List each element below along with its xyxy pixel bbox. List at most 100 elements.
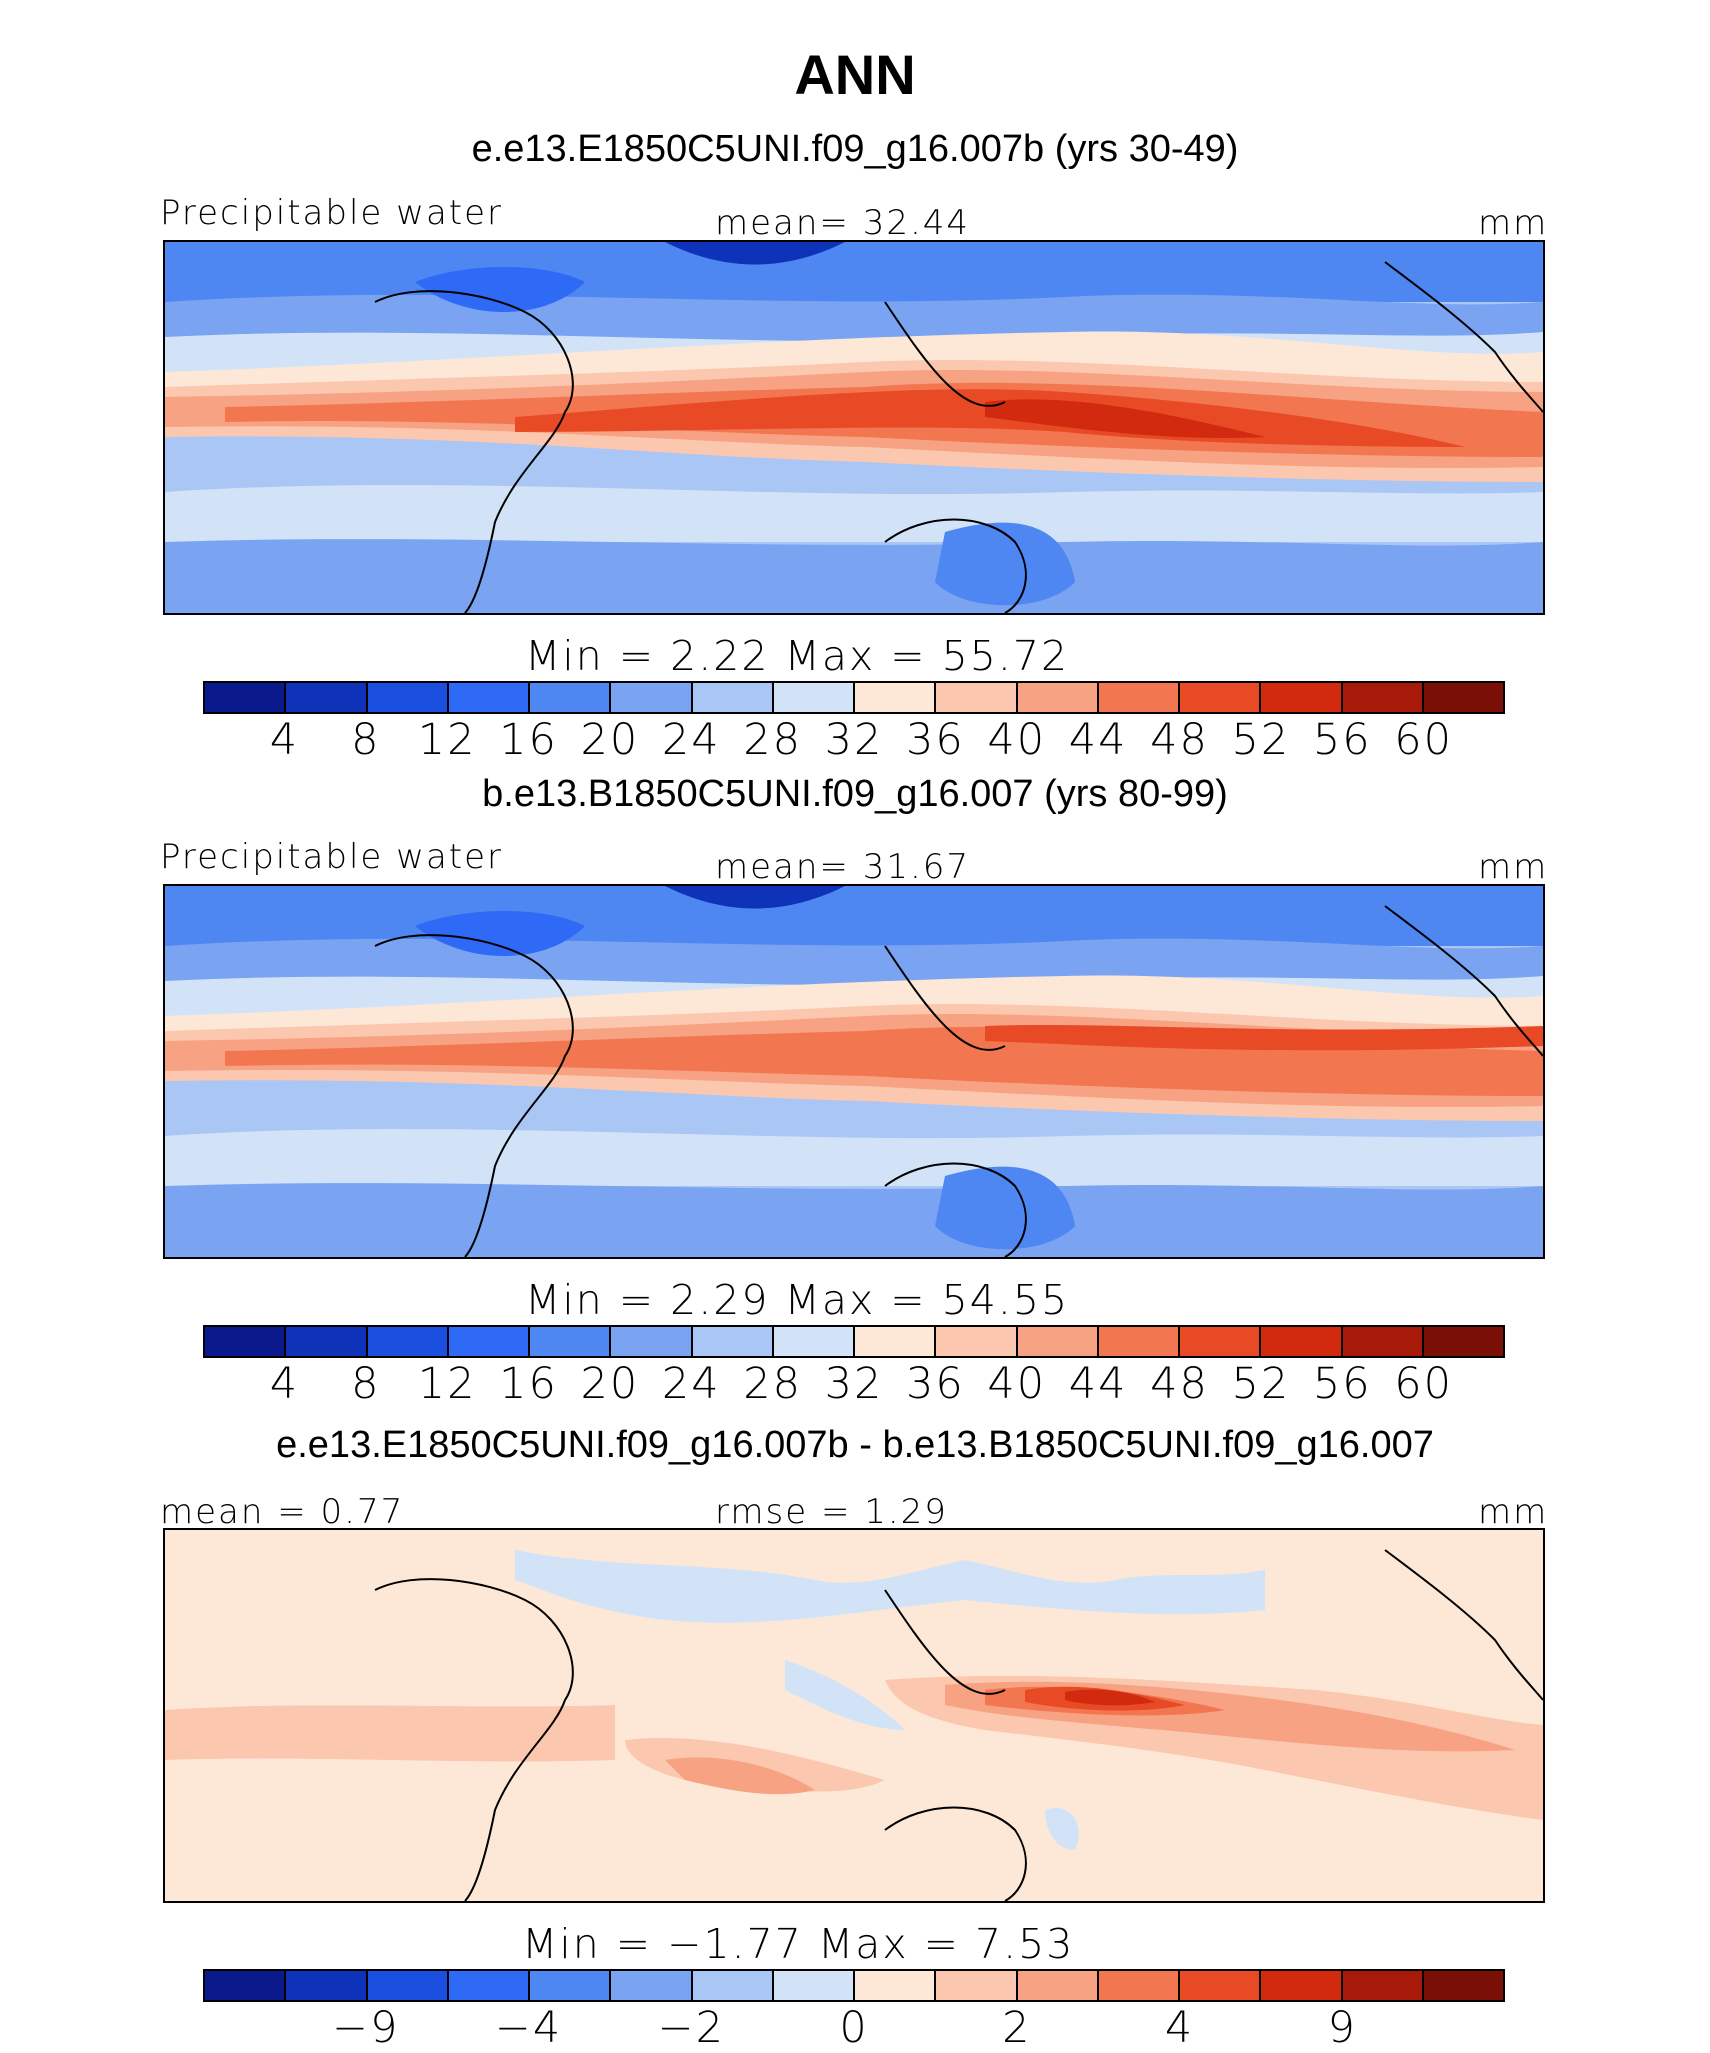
colorbar-swatch	[936, 683, 1018, 712]
colorbar-tick-label: 28	[743, 1359, 802, 1409]
colorbar-swatch	[1342, 1327, 1424, 1356]
panel3-subtitle: e.e13.E1850C5UNI.f09_g16.007b - b.e13.B1…	[276, 1424, 1434, 1466]
panel3-colorbar	[203, 1969, 1505, 2002]
panel1-units-label: mm	[1478, 203, 1549, 243]
colorbar-swatch	[1098, 1327, 1180, 1356]
colorbar-swatch	[692, 1327, 774, 1356]
colorbar-swatch	[1261, 683, 1343, 712]
colorbar-tick-label: 24	[661, 715, 721, 765]
colorbar-swatch	[1098, 683, 1180, 712]
colorbar-tick-label: 52	[1231, 715, 1291, 765]
panel2-variable-label: Precipitable water	[160, 837, 504, 877]
panel3-colorbar-ticks: −9 −4 −2 0 2 4 9	[203, 2003, 1505, 2053]
panel2-field	[165, 886, 1543, 1257]
panel2-colorbar	[203, 1325, 1505, 1358]
colorbar-tick-label: −9	[332, 2003, 400, 2053]
colorbar-swatch	[1342, 1971, 1424, 2000]
panel3-field	[165, 1530, 1543, 1901]
colorbar-swatch	[855, 683, 937, 712]
colorbar-tick-label: 16	[499, 715, 558, 765]
panel1-minmax: Min = 2.22 Max = 55.72	[525, 632, 1070, 680]
colorbar-swatch	[773, 1327, 855, 1356]
colorbar-swatch	[205, 1327, 287, 1356]
colorbar-swatch	[855, 1327, 937, 1356]
colorbar-tick-label: −2	[657, 2003, 725, 2053]
colorbar-swatch	[367, 1971, 449, 2000]
colorbar-tick-label: 2	[1002, 2003, 1032, 2053]
colorbar-swatch	[530, 683, 612, 712]
colorbar-swatch	[692, 1971, 774, 2000]
colorbar-swatch	[448, 683, 530, 712]
colorbar-tick-label: 28	[743, 715, 802, 765]
panel2-minmax: Min = 2.29 Max = 54.55	[525, 1276, 1070, 1324]
colorbar-swatch	[1017, 683, 1099, 712]
colorbar-tick-label: 60	[1394, 1359, 1453, 1409]
panel3-rmse-label: rmse = 1.29	[715, 1492, 948, 1532]
colorbar-tick-label: 8	[351, 1359, 381, 1409]
colorbar-tick-label: 60	[1394, 715, 1453, 765]
colorbar-tick-label: 4	[269, 1359, 300, 1409]
colorbar-swatch	[1180, 1327, 1262, 1356]
colorbar-swatch	[205, 683, 287, 712]
colorbar-swatch	[1017, 1971, 1099, 2000]
colorbar-tick-label: 16	[499, 1359, 558, 1409]
colorbar-swatch	[286, 1327, 368, 1356]
colorbar-swatch	[773, 1971, 855, 2000]
colorbar-tick-label: 12	[417, 1359, 477, 1409]
colorbar-swatch	[286, 1971, 368, 2000]
panel1-colorbar	[203, 681, 1505, 714]
colorbar-tick-label: −4	[494, 2003, 563, 2053]
panel2-subtitle: b.e13.B1850C5UNI.f09_g16.007 (yrs 80-99)	[482, 773, 1228, 815]
colorbar-tick-label: 4	[1164, 2003, 1195, 2053]
colorbar-swatch	[936, 1327, 1018, 1356]
colorbar-tick-label: 12	[417, 715, 477, 765]
colorbar-swatch	[855, 1971, 937, 2000]
panel3-minmax: Min = −1.77 Max = 7.53	[522, 1920, 1075, 1968]
colorbar-swatch	[530, 1327, 612, 1356]
panel3-map	[163, 1528, 1545, 1903]
colorbar-tick-label: 56	[1312, 1359, 1372, 1409]
colorbar-swatch	[692, 683, 774, 712]
colorbar-swatch	[1342, 683, 1424, 712]
panel2-mean-label: mean= 31.67	[715, 847, 971, 887]
colorbar-tick-label: 40	[987, 715, 1047, 765]
colorbar-swatch	[1423, 683, 1503, 712]
colorbar-tick-label: 20	[580, 1359, 640, 1409]
panel1-field	[165, 242, 1543, 613]
colorbar-swatch	[1423, 1971, 1503, 2000]
colorbar-tick-label: 8	[351, 715, 381, 765]
colorbar-tick-label: 36	[906, 715, 965, 765]
colorbar-swatch	[1261, 1971, 1343, 2000]
colorbar-tick-label: 56	[1312, 715, 1372, 765]
colorbar-swatch	[611, 683, 693, 712]
panel2-units-label: mm	[1478, 847, 1549, 887]
colorbar-tick-label: 44	[1068, 715, 1128, 765]
panel1-colorbar-ticks: 4 8 12 16 20 24 28 32 36 40 44 48 52 56 60	[203, 715, 1505, 765]
colorbar-swatch	[286, 683, 368, 712]
panel1-subtitle: e.e13.E1850C5UNI.f09_g16.007b (yrs 30-49…	[471, 128, 1239, 170]
colorbar-tick-label: 4	[269, 715, 300, 765]
colorbar-tick-label: 48	[1150, 1359, 1209, 1409]
colorbar-tick-label: 48	[1150, 715, 1209, 765]
colorbar-swatch	[773, 683, 855, 712]
colorbar-tick-label: 24	[661, 1359, 721, 1409]
colorbar-tick-label: 32	[824, 715, 884, 765]
colorbar-swatch	[611, 1971, 693, 2000]
colorbar-swatch	[367, 1327, 449, 1356]
colorbar-swatch	[936, 1971, 1018, 2000]
colorbar-tick-label: 32	[824, 1359, 884, 1409]
colorbar-tick-label: 36	[906, 1359, 965, 1409]
panel2-colorbar-ticks: 4 8 12 16 20 24 28 32 36 40 44 48 52 56 60	[203, 1359, 1505, 1409]
colorbar-swatch	[1180, 1971, 1262, 2000]
panel1-map	[163, 240, 1545, 615]
panel1-variable-label: Precipitable water	[160, 193, 504, 233]
colorbar-swatch	[1261, 1327, 1343, 1356]
colorbar-swatch	[205, 1971, 287, 2000]
colorbar-tick-label: 20	[580, 715, 640, 765]
colorbar-tick-label: 0	[839, 2003, 869, 2053]
colorbar-swatch	[448, 1971, 530, 2000]
colorbar-tick-label: 9	[1327, 2003, 1357, 2053]
colorbar-tick-label: 40	[987, 1359, 1047, 1409]
colorbar-swatch	[1017, 1327, 1099, 1356]
colorbar-swatch	[367, 683, 449, 712]
